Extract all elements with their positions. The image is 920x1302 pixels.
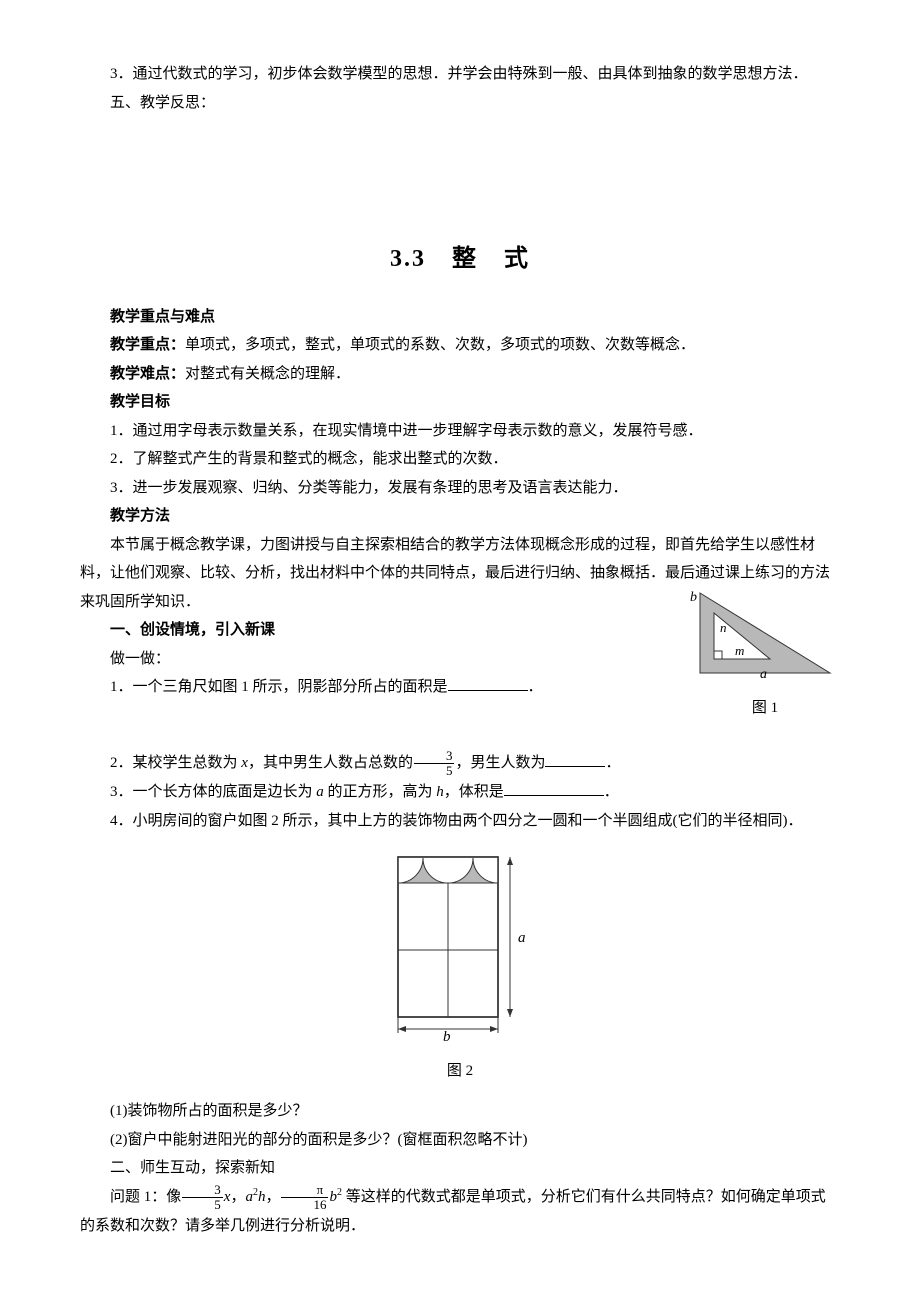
p1-b: b — [329, 1189, 337, 1205]
fig1-label-n: n — [720, 620, 727, 635]
p1-mid2: ， — [265, 1189, 280, 1205]
keypoints-heading: 教学重点与难点 — [80, 303, 840, 332]
fig1-label-a: a — [760, 667, 767, 680]
chapter-title: 3.3 整 式 — [80, 237, 840, 283]
q2-frac-den: 5 — [414, 764, 455, 778]
intro-reflection: 五、教学反思： — [80, 89, 840, 118]
q2-mid2: ，男生人数为 — [455, 755, 545, 771]
question-4-1: (1)装饰物所占的面积是多少？ — [80, 1097, 840, 1126]
p1-f1-den: 5 — [182, 1198, 223, 1212]
question-3: 3．一个长方体的底面是边长为 a 的正方形，高为 h，体积是 ． — [80, 778, 840, 807]
goal-3: 3．进一步发展观察、归纳、分类等能力，发展有条理的思考及语言表达能力． — [80, 474, 840, 503]
q3-mid: 的正方形，高为 — [324, 784, 437, 800]
q3-pre: 3．一个长方体的底面是边长为 — [110, 784, 316, 800]
difficulty-line: 教学难点：对整式有关概念的理解． — [80, 360, 840, 389]
q3-a: a — [316, 784, 324, 800]
fig2-label-a: a — [518, 930, 526, 946]
p1-f1-num: 3 — [182, 1183, 223, 1198]
goal-1: 1．通过用字母表示数量关系，在现实情境中进一步理解字母表示数的意义，发展符号感． — [80, 417, 840, 446]
keypoint-text: 单项式，多项式，整式，单项式的系数、次数，多项式的项数、次数等概念． — [185, 337, 695, 353]
question-2: 2．某校学生总数为 x，其中男生人数占总数的35，男生人数为 ． — [80, 749, 840, 779]
difficulty-label: 教学难点： — [110, 366, 185, 382]
q2-post: ． — [605, 755, 620, 771]
q2-blank — [545, 752, 605, 767]
p1-f2-num: π — [281, 1183, 328, 1198]
figure-2-container: a b 图 2 — [80, 847, 840, 1085]
q1-post: ． — [528, 679, 543, 695]
figure-1-caption: 图 1 — [690, 694, 840, 723]
q1-pre: 1．一个三角尺如图 1 所示，阴影部分所占的面积是 — [110, 679, 448, 695]
fig2-label-b: b — [443, 1029, 451, 1042]
question-4: 4．小明房间的窗户如图 2 所示，其中上方的装饰物由两个四分之一圆和一个半圆组成… — [80, 807, 840, 836]
figure-2-caption: 图 2 — [80, 1057, 840, 1086]
p1-pre: 问题 1：像 — [110, 1189, 181, 1205]
p1-a: a — [245, 1189, 253, 1205]
q2-pre: 2．某校学生总数为 — [110, 755, 241, 771]
q3-blank — [504, 781, 604, 796]
problem-1: 问题 1：像35x，a2h，π16b2 等这样的代数式都是单项式，分析它们有什么… — [80, 1183, 840, 1241]
fig1-label-b: b — [690, 590, 697, 605]
difficulty-text: 对整式有关概念的理解． — [185, 366, 350, 382]
method-heading: 教学方法 — [80, 502, 840, 531]
p1-mid1: ， — [230, 1189, 245, 1205]
keypoint-line: 教学重点：单项式，多项式，整式，单项式的系数、次数，多项式的项数、次数等概念． — [80, 331, 840, 360]
p1-frac1: 35 — [182, 1183, 223, 1213]
q3-mid2: ，体积是 — [444, 784, 504, 800]
fig1-label-m: m — [735, 643, 744, 658]
q2-fraction: 35 — [414, 749, 455, 779]
figure-1-container: b n m a 图 1 — [690, 585, 840, 723]
p1-f2-den: 16 — [281, 1198, 328, 1212]
goal-heading: 教学目标 — [80, 388, 840, 417]
goal-2: 2．了解整式产生的背景和整式的概念，能求出整式的次数． — [80, 445, 840, 474]
p1-frac2: π16 — [281, 1183, 328, 1213]
figure-2-window: a b — [380, 847, 540, 1042]
section-b-heading: 二、师生互动，探索新知 — [80, 1154, 840, 1183]
keypoint-label: 教学重点： — [110, 337, 185, 353]
q1-blank — [448, 676, 528, 691]
intro-point-3: 3．通过代数式的学习，初步体会数学模型的思想．并学会由特殊到一般、由具体到抽象的… — [80, 60, 840, 89]
question-4-2: (2)窗户中能射进阳光的部分的面积是多少？(窗框面积忽略不计) — [80, 1126, 840, 1155]
q2-frac-num: 3 — [414, 749, 455, 764]
q2-mid: ，其中男生人数占总数的 — [248, 755, 413, 771]
q2-x: x — [241, 755, 248, 771]
q3-h: h — [436, 784, 444, 800]
figure-1-triangle: b n m a — [690, 585, 840, 680]
q3-post: ． — [604, 784, 619, 800]
